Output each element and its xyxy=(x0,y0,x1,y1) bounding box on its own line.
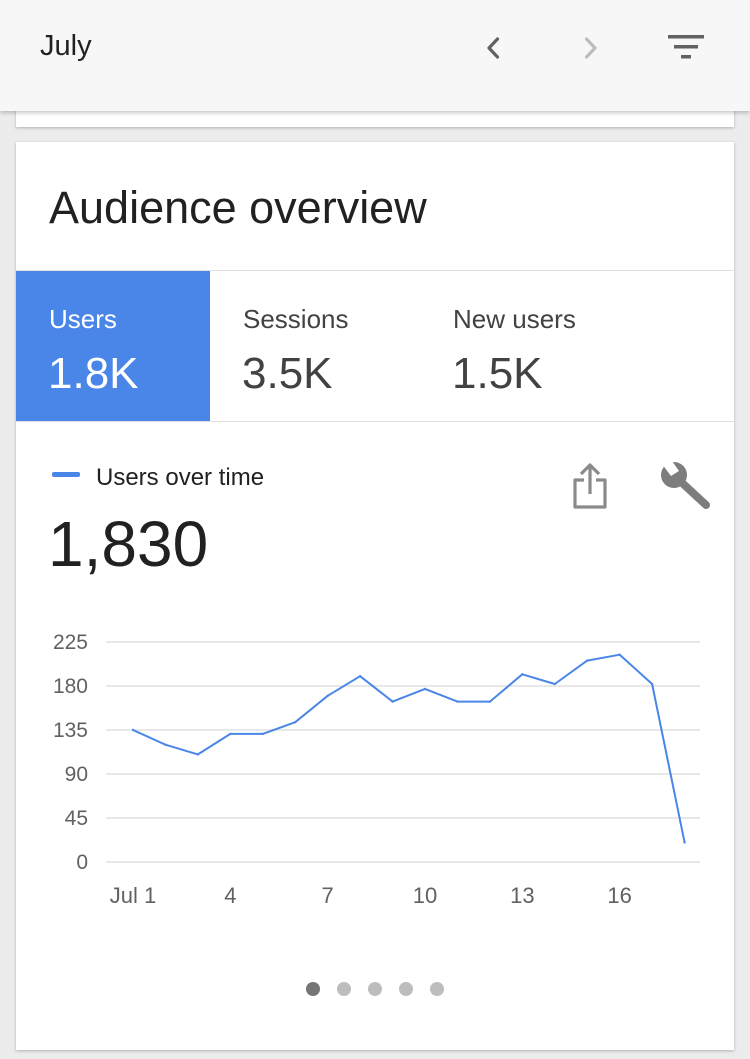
users-over-time-chart: 225 180 135 90 45 0 Jul 1 4 7 10 13 16 xyxy=(53,631,700,908)
tab-sessions[interactable]: Sessions 3.5K xyxy=(210,271,420,421)
data-point xyxy=(131,728,135,732)
pagination-dot[interactable] xyxy=(337,982,351,996)
legend-label: Users over time xyxy=(96,464,265,491)
chevron-right-icon xyxy=(584,37,597,59)
tab-new-users-value: 1.5K xyxy=(452,349,543,398)
pagination-dot[interactable] xyxy=(399,982,413,996)
share-button[interactable] xyxy=(566,460,614,512)
next-period-button[interactable] xyxy=(568,26,612,70)
tab-users-label: Users xyxy=(49,304,117,334)
pagination-dot[interactable] xyxy=(306,982,320,996)
pagination-dot[interactable] xyxy=(430,982,444,996)
y-tick-label: 0 xyxy=(76,851,88,874)
data-point xyxy=(229,732,232,736)
data-point xyxy=(618,653,621,656)
chart-x-axis: Jul 1 4 7 10 13 16 xyxy=(110,883,632,908)
data-point xyxy=(261,732,264,736)
tab-new-users[interactable]: New users 1.5K xyxy=(420,271,734,421)
audience-overview-card: Audience overview Users 1.8K Sessions 3.… xyxy=(16,142,734,1050)
data-point xyxy=(521,673,524,676)
y-tick-label: 90 xyxy=(65,763,88,786)
data-point xyxy=(586,659,589,662)
tab-users-value: 1.8K xyxy=(48,349,139,398)
share-icon xyxy=(573,463,607,509)
metric-tabs: Users 1.8K Sessions 3.5K New users 1.5K xyxy=(16,270,734,422)
y-tick-label: 135 xyxy=(53,719,88,742)
x-tick-label: 10 xyxy=(413,883,437,908)
chart-y-axis: 225 180 135 90 45 0 xyxy=(53,631,88,874)
data-point xyxy=(358,675,362,678)
filter-icon xyxy=(668,35,704,59)
card-title: Audience overview xyxy=(49,182,427,233)
data-point xyxy=(196,753,200,756)
x-tick-label: 7 xyxy=(322,883,334,908)
pagination-dots xyxy=(16,982,734,998)
tab-sessions-label: Sessions xyxy=(243,304,349,334)
data-point xyxy=(423,687,427,691)
previous-period-button[interactable] xyxy=(472,26,516,70)
top-app-bar: July xyxy=(0,0,750,111)
data-point xyxy=(456,700,459,703)
data-point xyxy=(683,841,686,844)
filter-button[interactable] xyxy=(664,26,708,70)
data-point xyxy=(650,682,654,686)
data-point xyxy=(326,694,329,697)
data-point xyxy=(294,720,297,724)
chart-grid xyxy=(106,641,700,863)
y-tick-label: 225 xyxy=(53,631,88,654)
legend-swatch xyxy=(52,472,80,477)
x-tick-label: 4 xyxy=(224,883,236,908)
chart-series xyxy=(131,653,686,844)
period-title: July xyxy=(40,30,92,62)
wrench-icon xyxy=(661,461,710,509)
tab-sessions-value: 3.5K xyxy=(242,349,333,398)
tab-users[interactable]: Users 1.8K xyxy=(16,271,210,421)
x-tick-label: 13 xyxy=(510,883,534,908)
pagination-dot[interactable] xyxy=(368,982,382,996)
data-point xyxy=(164,743,167,746)
data-point xyxy=(391,700,394,703)
y-tick-label: 45 xyxy=(65,807,88,830)
tab-new-users-label: New users xyxy=(453,304,576,334)
metric-total: 1,830 xyxy=(48,508,209,580)
series-line-users xyxy=(132,653,686,843)
chevron-left-icon xyxy=(487,37,500,59)
x-tick-label: Jul 1 xyxy=(110,883,156,908)
data-point xyxy=(553,682,556,686)
x-tick-label: 16 xyxy=(607,883,631,908)
data-point xyxy=(488,700,492,703)
y-tick-label: 180 xyxy=(53,675,88,698)
customize-button[interactable] xyxy=(658,460,714,512)
